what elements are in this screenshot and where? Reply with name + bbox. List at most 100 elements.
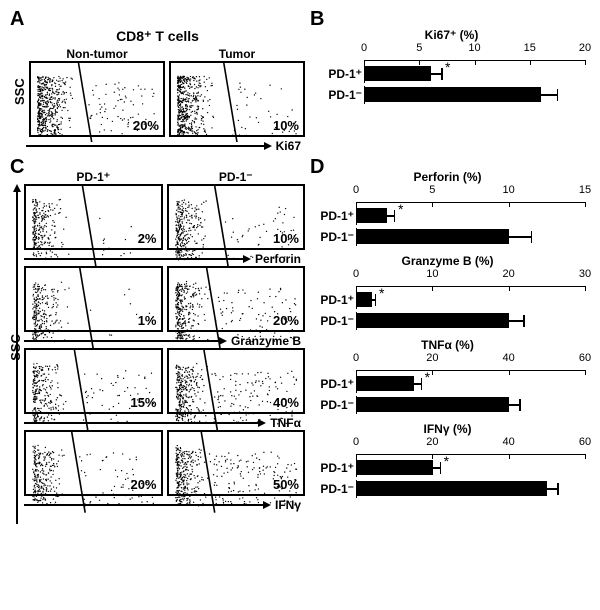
bar-label: PD-1⁺ [318, 67, 364, 81]
plot-percent: 10% [273, 231, 299, 246]
panel-a-header: CD8⁺ T cells [10, 28, 305, 45]
chart-title: Ki67⁺ (%) [318, 28, 585, 42]
bar-label: PD-1⁻ [310, 314, 356, 328]
plot-percent: 50% [273, 477, 299, 492]
bar-label: PD-1⁻ [310, 398, 356, 412]
bar-fill [357, 376, 414, 391]
bar-row: PD-1⁻ [310, 228, 585, 246]
bar-fill [357, 229, 509, 244]
significance-mark: * [445, 59, 450, 75]
tick-label: 5 [416, 42, 422, 54]
scatter-plot: 1% [24, 266, 163, 332]
bar-fill [357, 460, 433, 475]
error-cap [523, 315, 525, 327]
bar-chart: TNFα (%)0204060PD-1⁺*PD-1⁻ [310, 338, 585, 414]
significance-mark: * [398, 201, 403, 217]
scatter-plot: 20% [24, 430, 163, 496]
tick-label: 10 [503, 184, 515, 196]
panel-d-label: D [310, 156, 324, 179]
plot-percent: 2% [138, 231, 157, 246]
tick-label: 0 [353, 268, 359, 280]
tick-label: 15 [524, 42, 536, 54]
tick-label: 10 [468, 42, 480, 54]
panel-a: A CD8⁺ T cells SSC Non-tumor20%Tumor10% … [10, 10, 305, 153]
tick-mark [585, 202, 586, 207]
tick-label: 60 [579, 352, 591, 364]
tick-label: 40 [503, 436, 515, 448]
error-cap [557, 483, 559, 495]
bar-fill [365, 66, 431, 81]
tick-label: 10 [426, 268, 438, 280]
tick-label: 30 [579, 268, 591, 280]
bar-row: PD-1⁺* [310, 375, 585, 393]
scatter-plot: 20% [167, 266, 306, 332]
bar-fill [357, 208, 387, 223]
bar-fill [357, 481, 547, 496]
significance-mark: * [379, 285, 384, 301]
tick-label: 0 [353, 352, 359, 364]
bar-row: PD-1⁺* [310, 459, 585, 477]
error-cap [531, 231, 533, 243]
chart-title: TNFα (%) [310, 338, 585, 352]
bar-fill [357, 313, 509, 328]
panel-c: C PD-1⁺ PD-1⁻ SSC 2%10%Perforin1%20%Gran… [10, 158, 305, 524]
bar-label: PD-1⁺ [310, 209, 356, 223]
tick-label: 20 [503, 268, 515, 280]
tick-label: 0 [353, 184, 359, 196]
bar-row: PD-1⁻ [310, 396, 585, 414]
tick-label: 20 [426, 436, 438, 448]
bar-fill [365, 87, 541, 102]
bar-fill [357, 397, 509, 412]
tick-label: 60 [579, 436, 591, 448]
panel-c-label: C [10, 156, 24, 179]
bar-label: PD-1⁺ [310, 461, 356, 475]
tick-label: 20 [579, 42, 591, 54]
tick-label: 20 [426, 352, 438, 364]
arrow-icon [264, 142, 272, 150]
tick-mark [585, 370, 586, 375]
error-cap [421, 378, 423, 390]
bar-row: PD-1⁻ [318, 86, 585, 104]
significance-mark: * [425, 369, 430, 385]
error-cap [557, 89, 559, 101]
plot-title: Non-tumor [29, 47, 165, 61]
bar-row: PD-1⁺* [310, 207, 585, 225]
error-cap [394, 210, 396, 222]
axis-line [356, 286, 585, 287]
scatter-plot: 10% [169, 61, 305, 137]
tick-label: 0 [353, 436, 359, 448]
panel-a-yaxis: SSC [10, 47, 29, 137]
bar-label: PD-1⁻ [318, 88, 364, 102]
scatter-plot: 15% [24, 348, 163, 414]
tick-label: 40 [503, 352, 515, 364]
error-bar [509, 320, 524, 322]
arrow-up-icon [13, 184, 21, 192]
tick-label: 0 [361, 42, 367, 54]
plot-percent: 15% [130, 395, 156, 410]
axis-line [364, 60, 585, 61]
plot-percent: 20% [130, 477, 156, 492]
facs-plot: Non-tumor 20% [29, 47, 165, 137]
bar-chart: IFNγ (%)0204060PD-1⁺*PD-1⁻ [310, 422, 585, 498]
axis-line [356, 202, 585, 203]
x-arrow [24, 504, 263, 506]
error-bar [509, 236, 532, 238]
plot-percent: 20% [133, 118, 159, 133]
figure-root: A CD8⁺ T cells SSC Non-tumor20%Tumor10% … [10, 10, 590, 524]
plot-percent: 20% [273, 313, 299, 328]
bar-label: PD-1⁻ [310, 230, 356, 244]
x-arrow [24, 258, 243, 260]
bar-row: PD-1⁺* [318, 65, 585, 83]
scatter-plot: 50% [167, 430, 306, 496]
scatter-plot: 20% [29, 61, 165, 137]
error-cap [440, 462, 442, 474]
panel-b-label: B [310, 8, 324, 31]
plot-title: Tumor [169, 47, 305, 61]
scatter-plot: 10% [167, 184, 306, 250]
chart-title: IFNγ (%) [310, 422, 585, 436]
panel-d: D Perforin (%)051015PD-1⁺*PD-1⁻Granzyme … [310, 158, 585, 524]
plot-percent: 1% [138, 313, 157, 328]
scatter-plot: 2% [24, 184, 163, 250]
x-arrow [24, 340, 219, 342]
x-arrow [24, 422, 258, 424]
